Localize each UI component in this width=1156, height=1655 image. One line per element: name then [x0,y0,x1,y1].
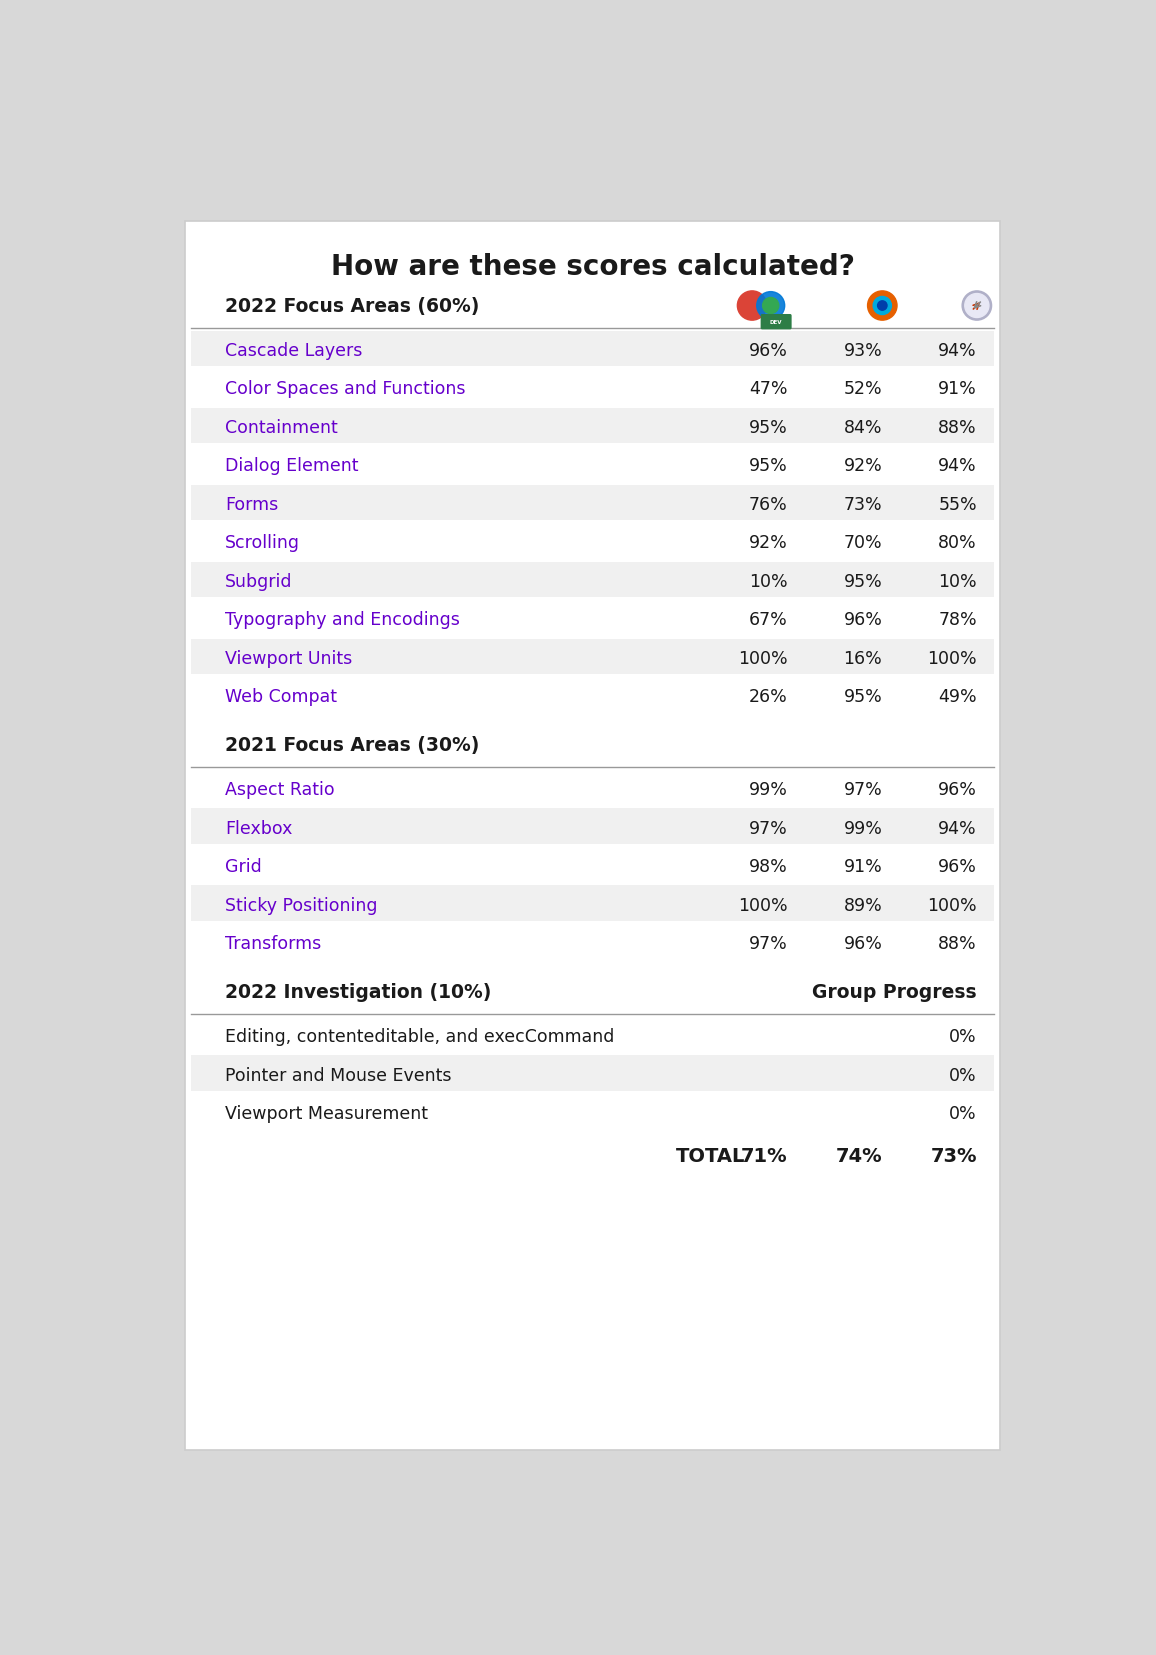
Bar [191,563,994,597]
Text: 98%: 98% [749,857,787,875]
Circle shape [738,291,766,321]
Text: Pointer and Mouse Events: Pointer and Mouse Events [225,1066,452,1084]
Text: 100%: 100% [927,897,977,914]
Text: TOTAL: TOTAL [676,1147,746,1165]
Bar [191,809,994,844]
Text: How are these scores calculated?: How are these scores calculated? [331,253,854,280]
Text: 94%: 94% [939,819,977,837]
Text: 92%: 92% [749,535,787,553]
Text: Containment: Containment [225,419,338,437]
Circle shape [877,301,887,311]
Text: 95%: 95% [844,573,882,591]
Text: Aspect Ratio: Aspect Ratio [225,781,335,799]
Text: Viewport Measurement: Viewport Measurement [225,1104,428,1122]
Text: 95%: 95% [749,419,787,437]
Text: Color Spaces and Functions: Color Spaces and Functions [225,381,466,399]
Text: 73%: 73% [844,495,882,513]
Text: 96%: 96% [749,341,787,359]
Text: 49%: 49% [939,688,977,707]
Text: 2022 Investigation (10%): 2022 Investigation (10%) [225,983,491,1001]
Circle shape [873,298,891,316]
Text: Viewport Units: Viewport Units [225,649,353,667]
Text: 99%: 99% [844,819,882,837]
Text: Subgrid: Subgrid [225,573,292,591]
Text: 2022 Focus Areas (60%): 2022 Focus Areas (60%) [225,296,480,316]
Text: Forms: Forms [225,495,279,513]
Text: 76%: 76% [749,495,787,513]
Circle shape [962,291,992,321]
Text: DEV: DEV [770,319,783,324]
Text: 97%: 97% [749,935,787,953]
Text: 91%: 91% [844,857,882,875]
Circle shape [763,298,779,314]
Text: 93%: 93% [844,341,882,359]
Text: 94%: 94% [939,341,977,359]
Text: 47%: 47% [749,381,787,399]
Text: 0%: 0% [949,1104,977,1122]
Text: 26%: 26% [749,688,787,707]
Text: Editing, contenteditable, and execCommand: Editing, contenteditable, and execComman… [225,1028,615,1046]
Text: 92%: 92% [844,457,882,475]
Text: 70%: 70% [844,535,882,553]
Text: Group Progress: Group Progress [813,983,977,1001]
Text: 55%: 55% [939,495,977,513]
FancyBboxPatch shape [185,222,1000,1450]
Circle shape [757,293,785,319]
Text: Web Compat: Web Compat [225,688,338,707]
Text: Typography and Encodings: Typography and Encodings [225,611,460,629]
Text: Cascade Layers: Cascade Layers [225,341,363,359]
Text: 71%: 71% [741,1147,787,1165]
Text: 96%: 96% [938,781,977,799]
Text: 80%: 80% [939,535,977,553]
Text: 96%: 96% [844,935,882,953]
Text: 16%: 16% [844,649,882,667]
Bar [191,409,994,444]
Text: 99%: 99% [749,781,787,799]
Circle shape [867,291,897,321]
Text: 94%: 94% [939,457,977,475]
Text: 89%: 89% [844,897,882,914]
Text: 74%: 74% [836,1147,882,1165]
Text: 0%: 0% [949,1066,977,1084]
Text: 52%: 52% [844,381,882,399]
Text: 95%: 95% [749,457,787,475]
Bar [191,639,994,675]
FancyBboxPatch shape [761,314,792,331]
Text: 100%: 100% [739,649,787,667]
Text: 100%: 100% [927,649,977,667]
Text: 10%: 10% [749,573,787,591]
Bar [191,1056,994,1091]
Text: Transforms: Transforms [225,935,321,953]
Text: 67%: 67% [749,611,787,629]
Text: 88%: 88% [939,419,977,437]
Text: Dialog Element: Dialog Element [225,457,358,475]
Text: 0%: 0% [949,1028,977,1046]
Text: Sticky Positioning: Sticky Positioning [225,897,378,914]
Text: 91%: 91% [939,381,977,399]
Text: Flexbox: Flexbox [225,819,292,837]
Text: 96%: 96% [844,611,882,629]
Bar [191,885,994,922]
Circle shape [965,295,988,318]
Text: 88%: 88% [939,935,977,953]
Text: 2021 Focus Areas (30%): 2021 Focus Areas (30%) [225,736,480,755]
Bar [191,331,994,367]
Text: 97%: 97% [844,781,882,799]
Text: 97%: 97% [749,819,787,837]
Text: 78%: 78% [939,611,977,629]
Text: 100%: 100% [739,897,787,914]
Text: Grid: Grid [225,857,262,875]
Text: 96%: 96% [938,857,977,875]
Text: Scrolling: Scrolling [225,535,301,553]
Bar [191,485,994,521]
Text: 73%: 73% [931,1147,977,1165]
Text: 10%: 10% [939,573,977,591]
Text: 84%: 84% [844,419,882,437]
Text: 95%: 95% [844,688,882,707]
